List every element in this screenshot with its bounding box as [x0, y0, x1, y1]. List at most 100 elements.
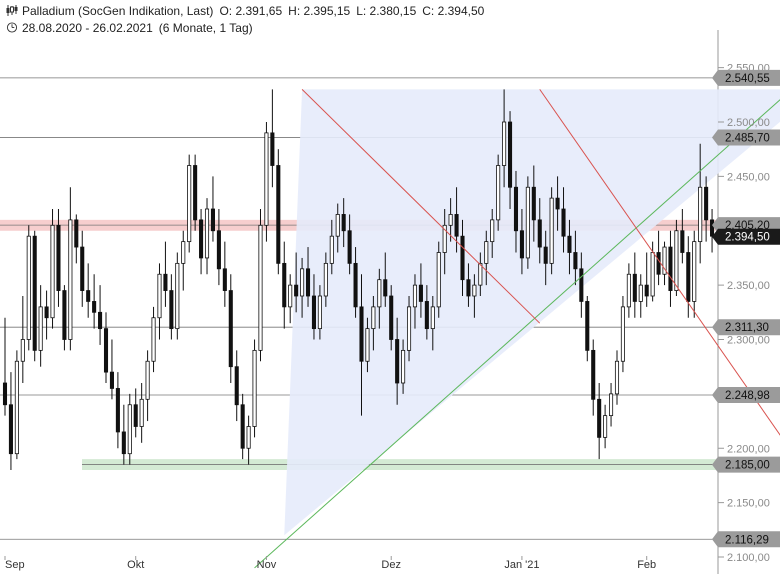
candle-body-104: [620, 306, 625, 362]
candle-106: [632, 252, 637, 318]
candle-body-46: [276, 165, 281, 264]
candle-31: [187, 154, 192, 253]
candle-15: [92, 274, 97, 329]
clock-icon: [6, 22, 18, 33]
candle-51: [305, 247, 311, 307]
candle-body-1: [8, 404, 13, 455]
candle-body-63: [377, 279, 382, 308]
candle-body-55: [329, 235, 334, 264]
candle-56: [335, 203, 340, 253]
level-label-1-box: [712, 129, 780, 146]
x-tick-label-0: Sep: [5, 559, 25, 571]
candle-body-90: [537, 219, 542, 248]
candle-body-17: [103, 328, 109, 373]
candle-101: [603, 404, 608, 449]
candle-body-44: [264, 132, 269, 226]
candle-115: [686, 236, 691, 318]
candle-21: [127, 393, 132, 465]
candle-94: [561, 187, 566, 253]
candle-59: [353, 247, 358, 318]
candle-body-77: [460, 235, 465, 281]
candle-48: [288, 274, 293, 324]
candle-97: [579, 252, 584, 318]
candle-52: [311, 274, 317, 340]
candle-72: [430, 296, 435, 351]
candle-body-102: [609, 393, 614, 417]
candle-body-68: [406, 306, 412, 351]
trendline-downtrend-jan: [539, 89, 780, 436]
candle-58: [347, 214, 352, 275]
y-tick-label-5: 2.200,00: [727, 443, 770, 455]
candle-22: [133, 388, 138, 438]
candle-body-51: [305, 268, 311, 297]
y-tick-label-3: 2.350,00: [727, 280, 770, 292]
candle-65: [389, 285, 394, 351]
level-label-6-text: 2.116,29: [725, 534, 769, 546]
candle-body-97: [579, 268, 584, 302]
candle-98: [585, 296, 590, 362]
candle-body-41: [246, 426, 251, 449]
candle-body-7: [44, 306, 49, 319]
y-tick-label-4: 2.300,00: [727, 335, 770, 347]
candle-42: [252, 339, 257, 438]
candle-body-4: [26, 235, 31, 340]
candle-body-92: [549, 197, 554, 264]
candle-body-33: [199, 219, 204, 259]
candle-body-8: [50, 224, 55, 319]
candle-body-20: [121, 431, 126, 455]
level-label-5: 2.185,00: [712, 456, 780, 473]
candle-9: [56, 209, 61, 307]
date-range: 28.08.2020 - 26.02.2021: [22, 21, 153, 35]
candle-body-21: [127, 404, 132, 455]
candle-62: [371, 296, 376, 351]
candle-body-11: [68, 219, 73, 340]
candle-116: [692, 230, 697, 318]
candle-102: [609, 383, 614, 427]
candle-57: [341, 198, 346, 248]
level-label-4-text: 2.248,98: [725, 390, 770, 402]
candle-84: [502, 89, 507, 188]
candle-body-6: [38, 306, 43, 351]
candle-26: [157, 263, 162, 340]
candle-0: [2, 317, 8, 416]
candle-79: [472, 274, 477, 318]
candle-43: [258, 209, 263, 362]
candle-body-107: [638, 284, 643, 302]
candle-body-2: [14, 360, 19, 455]
candle-body-73: [436, 252, 441, 308]
candle-body-26: [157, 273, 162, 319]
candle-body-45: [270, 132, 275, 166]
candle-body-5: [32, 235, 37, 351]
candle-body-62: [371, 306, 376, 330]
triangle-pattern: [284, 89, 780, 536]
candle-112: [668, 230, 673, 307]
candle-27: [163, 241, 168, 307]
candle-33: [199, 209, 204, 275]
candle-body-106: [632, 273, 637, 302]
candle-body-85: [508, 121, 513, 188]
candle-body-101: [603, 415, 608, 438]
candle-body-69: [412, 284, 418, 308]
candle-23: [139, 383, 144, 443]
candle-body-53: [317, 295, 322, 330]
candle-38: [228, 274, 233, 383]
candle-45: [270, 89, 275, 188]
candle-body-38: [228, 290, 233, 368]
candle-29: [175, 252, 180, 340]
candle-25: [151, 306, 156, 373]
candle-41: [246, 415, 251, 465]
candle-19: [115, 372, 120, 449]
level-label-0-text: 2.540,55: [725, 73, 770, 85]
candle-body-91: [543, 246, 548, 264]
trendline-downtrend-nov: [301, 89, 541, 324]
candle-117: [698, 143, 703, 264]
candle-100: [597, 383, 602, 460]
candle-body-66: [395, 339, 400, 384]
candle-61: [365, 317, 370, 373]
candle-body-0: [2, 382, 8, 406]
candle-body-56: [335, 214, 340, 237]
candle-28: [169, 274, 174, 340]
candle-body-81: [484, 241, 489, 264]
candle-body-10: [62, 290, 67, 340]
